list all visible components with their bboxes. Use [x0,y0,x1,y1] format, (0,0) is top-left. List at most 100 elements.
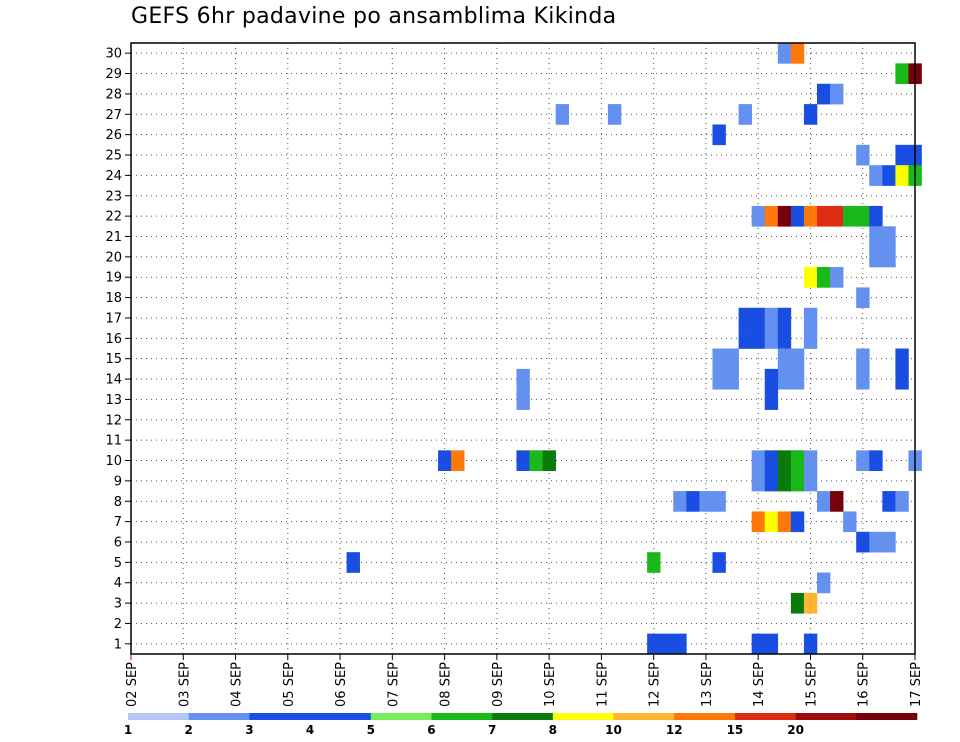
y-tick-label: 4 [114,576,122,591]
x-tick-label: 17 SEP [909,662,924,707]
colorbar-swatch [734,713,796,720]
precip-cell [777,368,792,390]
precip-cell [516,389,530,410]
precip-cell [817,491,831,512]
x-tick-label: 07 SEP [386,662,401,707]
y-tick-label: 19 [105,271,122,286]
precip-cell [830,205,844,227]
precip-cell [777,43,792,64]
precip-cell [869,246,883,268]
colorbar-label: 6 [427,723,435,737]
x-tick-label: 08 SEP [439,662,454,707]
precip-cell [751,205,766,227]
grid-lines [131,43,915,654]
y-tick-label: 6 [114,535,122,550]
y-tick-label: 24 [105,169,122,184]
precip-cell [856,287,870,309]
precipitation-cells [346,43,922,655]
y-tick-label: 1 [114,637,122,652]
colorbar-swatch [249,713,311,720]
plot-frame [130,42,916,655]
colorbar-swatch [856,713,918,720]
precip-cell [869,165,883,186]
y-tick-label: 22 [105,210,122,225]
precip-cell [895,165,909,186]
colorbar-label: 10 [605,723,622,737]
precip-cell [790,368,805,390]
precip-cell [751,307,766,329]
y-tick-label: 15 [105,352,122,367]
y-tick-label: 23 [105,189,122,204]
colorbar-swatch [431,713,493,720]
precip-cell [882,226,896,247]
precip-cell [856,450,870,471]
colorbar-swatch [370,713,432,720]
colorbar-swatch [674,713,736,720]
precip-cell [790,348,805,370]
precip-cell [817,572,831,594]
colorbar-label: 15 [727,723,744,737]
precip-cell [764,633,779,655]
colorbar-swatch [310,713,372,720]
x-tick-label: 05 SEP [282,662,297,707]
precip-cell [738,104,752,125]
y-tick-label: 21 [105,230,122,245]
precip-cell [712,491,726,512]
precip-cell [516,450,530,471]
precip-cell [777,450,792,471]
y-tick-label: 17 [105,311,122,326]
precip-cell [764,470,779,492]
precip-cell [803,104,818,125]
y-tick-label: 18 [105,291,122,306]
x-axis: 02 SEP 03 SEP 04 SEP 05 SEP 06 SEP 07 SEP 08 S… [125,654,924,707]
precip-cell [803,328,818,349]
precip-cell [725,368,739,390]
precip-cell [882,165,896,186]
x-tick-label: 16 SEP [857,662,872,707]
y-tick-label: 26 [105,128,122,143]
precip-cell [817,205,831,227]
precip-cell [803,450,818,471]
y-tick-label: 5 [114,556,122,571]
precip-cell [790,592,805,614]
precip-cell [438,450,452,471]
precip-cell [856,368,870,390]
precip-cell [516,368,530,390]
x-tick-label: 06 SEP [334,662,349,707]
precip-cell [830,267,844,288]
y-tick-label: 16 [105,332,122,347]
precip-cell [869,205,883,227]
precip-cell [869,226,883,247]
precip-cell [764,511,779,533]
precip-cell [751,470,766,492]
precip-cell [817,83,831,105]
precip-cell [764,205,779,227]
x-tick-label: 12 SEP [648,662,663,707]
precip-cell [777,205,792,227]
precip-cell [673,633,687,655]
precip-cell [764,307,779,329]
y-tick-label: 7 [114,515,122,530]
precip-cell [751,328,766,349]
precip-cell [451,450,465,471]
colorbar-label: 3 [245,723,253,737]
precip-cell [856,144,870,166]
precip-cell [830,491,844,512]
precip-cell [647,633,661,655]
x-tick-label: 10 SEP [543,662,558,707]
x-tick-label: 13 SEP [700,662,715,707]
y-tick-label: 29 [105,67,122,82]
precip-cell [882,246,896,268]
y-tick-label: 13 [105,393,122,408]
precip-cell [803,633,818,655]
precip-cell [882,491,896,512]
y-tick-label: 25 [105,149,122,164]
y-tick-label: 30 [105,47,122,62]
precip-cell [895,63,909,85]
precip-cell [895,348,909,370]
precip-cell [803,205,818,227]
y-tick-label: 20 [105,250,122,265]
colorbar-swatch [613,713,675,720]
x-tick-label: 02 SEP [125,662,140,707]
